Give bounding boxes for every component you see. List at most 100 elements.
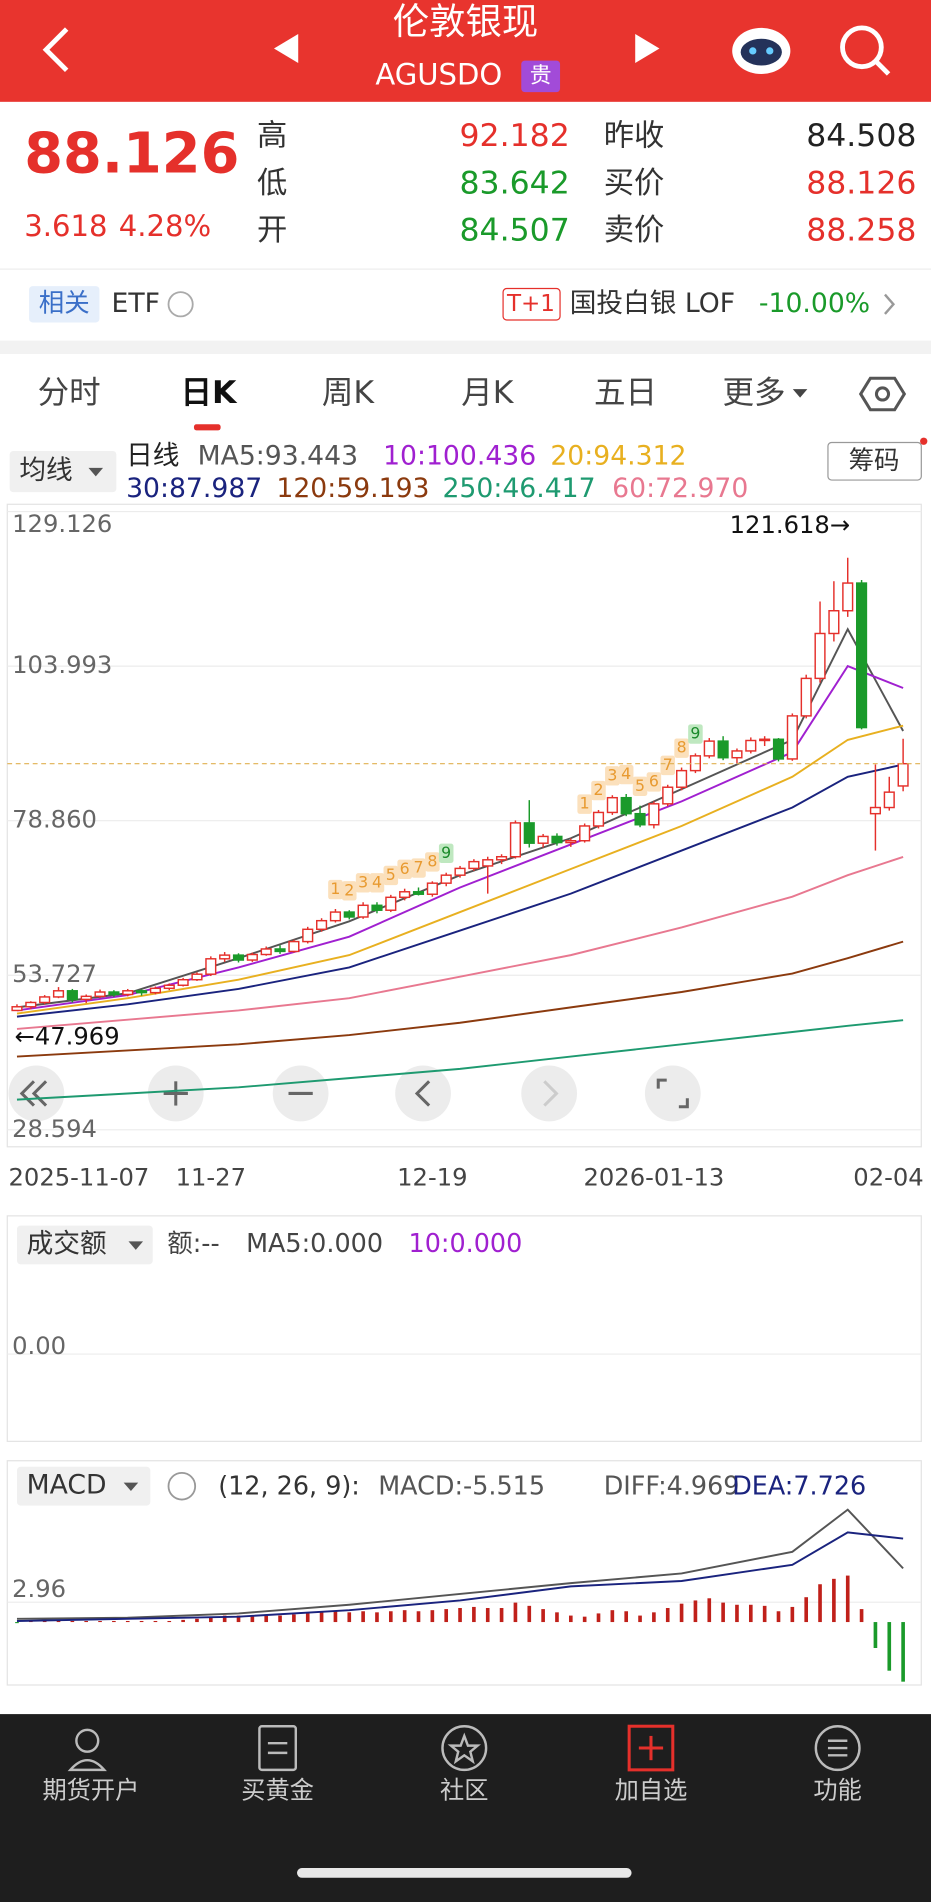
candle-body <box>717 740 729 759</box>
td-label-bg <box>674 738 689 758</box>
nav-label[interactable]: 买黄金 <box>241 1776 314 1805</box>
fund-name[interactable]: 国投白银 LOF <box>570 288 735 319</box>
td-label-bg <box>688 724 703 744</box>
td-label: 3 <box>358 872 368 891</box>
macd-bar <box>125 1620 130 1623</box>
control-button[interactable] <box>8 1065 65 1122</box>
tab[interactable]: 更多 <box>723 375 786 411</box>
candle-body <box>80 995 92 1001</box>
help-icon[interactable] <box>167 1471 197 1501</box>
nav-label[interactable]: 加自选 <box>615 1776 688 1805</box>
settings-dot <box>874 386 891 402</box>
candle-body <box>592 811 605 827</box>
candle-body <box>288 940 300 953</box>
candle-body <box>814 632 826 680</box>
ma-legend: 10:100.436 <box>383 441 536 472</box>
badge-bg <box>521 60 561 93</box>
td-label: 8 <box>427 851 437 870</box>
td-label: 6 <box>400 859 410 878</box>
candle-body <box>219 954 231 960</box>
candle-body <box>149 987 162 994</box>
nav-label[interactable]: 社区 <box>440 1776 488 1805</box>
macd-bar <box>361 1611 365 1623</box>
home-indicator <box>296 1868 632 1878</box>
macd-bar <box>859 1609 864 1623</box>
candle-body <box>11 1006 23 1012</box>
search-icon[interactable] <box>840 25 891 76</box>
fund-change: -10.00% <box>759 288 870 319</box>
next-button[interactable] <box>635 33 660 64</box>
chip-button[interactable] <box>827 441 922 481</box>
td-label-bg <box>577 794 592 814</box>
macd-bar <box>458 1608 462 1623</box>
icon-fullscreen <box>656 1078 667 1089</box>
assistant-icon[interactable] <box>732 27 791 74</box>
volume-frame <box>6 1215 922 1442</box>
tab[interactable]: 周K <box>322 375 376 411</box>
macd-bar <box>70 1620 75 1623</box>
candle-body <box>25 1001 37 1008</box>
dropdown-arrow <box>88 467 104 477</box>
control-button[interactable] <box>521 1065 578 1122</box>
macd-bar <box>416 1611 421 1623</box>
control-button[interactable] <box>644 1065 701 1122</box>
nav-label[interactable]: 期货开户 <box>42 1776 139 1805</box>
prev-button[interactable] <box>273 33 299 64</box>
macd-bar <box>555 1612 559 1623</box>
ma-line <box>16 627 904 1009</box>
candle-body <box>869 806 882 815</box>
macd-bar <box>167 1620 172 1623</box>
macd-bar <box>139 1620 144 1623</box>
ma-legend: 60:72.970 <box>612 473 748 504</box>
ma-line <box>16 763 904 1018</box>
td-label-bg <box>632 776 648 796</box>
indicator-chip[interactable] <box>16 1466 151 1506</box>
candle-body <box>786 715 798 760</box>
tab-underline <box>193 424 221 431</box>
settings-icon[interactable] <box>858 376 907 412</box>
tab-active[interactable]: 日K <box>181 375 239 411</box>
help-icon[interactable] <box>167 291 194 318</box>
candle-body <box>676 769 688 788</box>
control-button[interactable] <box>395 1065 451 1122</box>
dropdown-arrow <box>128 1241 144 1250</box>
candle-body <box>260 948 272 956</box>
x-tick-label: 02-04 <box>853 1162 923 1191</box>
macd-bar <box>222 1615 227 1623</box>
td-label: 4 <box>372 872 382 891</box>
tab[interactable]: 月K <box>461 375 515 411</box>
chart-frame <box>6 503 922 1148</box>
nav-label[interactable]: 功能 <box>813 1776 861 1805</box>
macd-bar <box>735 1604 739 1623</box>
indicator-chip[interactable] <box>16 1225 153 1265</box>
td-label: 5 <box>386 865 396 884</box>
code: AGUSDO <box>375 57 502 91</box>
indicator-chip[interactable] <box>9 450 117 493</box>
td-label-bg <box>605 766 620 786</box>
y-tick-label: 2.96 <box>12 1574 66 1603</box>
macd-bar <box>236 1615 241 1623</box>
tab[interactable]: 分时 <box>38 375 101 411</box>
macd-bar <box>250 1615 255 1623</box>
macd-bar <box>499 1608 504 1623</box>
candle-body <box>551 835 563 844</box>
back-button[interactable] <box>42 27 69 73</box>
macd-bar <box>541 1609 545 1623</box>
etf-label[interactable]: ETF <box>112 288 160 319</box>
candle-body <box>52 990 65 998</box>
candle-body <box>205 958 217 975</box>
x-tick-label: 2025-11-07 <box>8 1162 149 1191</box>
candle-body <box>440 874 452 884</box>
tab[interactable]: 五日 <box>594 375 657 411</box>
macd-bar <box>776 1611 781 1623</box>
ma-legend: 250:46.417 <box>442 473 595 504</box>
macd-bar <box>513 1602 518 1623</box>
td-label: 9 <box>441 843 451 862</box>
macd-bar <box>84 1620 89 1623</box>
open-label: 开 <box>257 213 287 248</box>
nav-icon <box>441 1725 488 1772</box>
chevron[interactable] <box>884 293 896 315</box>
td-label-bg <box>425 852 440 872</box>
candle-body <box>856 582 868 729</box>
